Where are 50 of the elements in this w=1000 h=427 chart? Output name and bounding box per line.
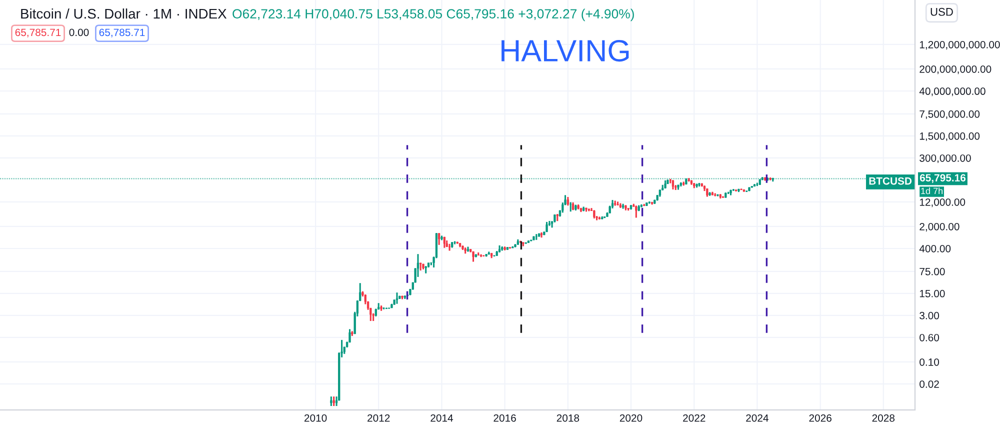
annotation: 65,785.71 [99, 28, 145, 38]
candlestick [422, 263, 424, 270]
x-tick-label: 2026 [809, 414, 832, 422]
x-tick-label: 2020 [620, 414, 642, 422]
y-tick-label: 1,500,000.00 [920, 132, 980, 142]
x-tick-label: 2012 [368, 414, 390, 422]
candlestick [546, 221, 548, 233]
ref-line-label: 65,795.16 [920, 174, 966, 183]
candlestick [443, 236, 446, 249]
annotation: BTCUSD [869, 177, 912, 185]
y-tick-label: 200,000,000.00 [920, 65, 992, 74]
candlestick [332, 396, 335, 407]
candlestick [466, 246, 470, 253]
y-tick-label: 7,500,000.00 [920, 110, 980, 120]
text: 1d 7h [921, 188, 943, 194]
x-tick-label: 2014 [430, 414, 454, 422]
candlestick [348, 328, 351, 344]
text: O62,723.14 H70,040.75 L53,458.05 C65,795.16 +3,072.27 (+4.90%) [232, 8, 634, 22]
y-tick-label: 12,000.00 [920, 198, 966, 208]
candlestick [570, 201, 572, 212]
y-tick-label: 2,000.00 [920, 222, 960, 232]
candlestick [438, 232, 440, 246]
candlestick [562, 202, 564, 214]
y-tick-label: 400.00 [919, 244, 951, 252]
y-tick-label: 0.02 [920, 380, 939, 388]
x-tick-label: 2024 [746, 414, 768, 422]
y-tick-label: 0.10 [920, 358, 940, 366]
annotation: HALVING [502, 40, 629, 62]
x-tick-label: 2028 [872, 414, 895, 422]
candlestick [330, 396, 332, 407]
y-tick-label: 300,000.00 [920, 154, 971, 164]
x-tick-label: 2018 [556, 414, 580, 422]
y-tick-label: 40,000,000.00 [919, 88, 986, 96]
chart-title: Bitcoin / U.S. Dollar · 1M · INDEX [21, 8, 227, 19]
candlestick [672, 179, 674, 190]
annotation: 0.00 [69, 28, 89, 36]
x-tick-label: 2016 [494, 414, 516, 422]
candlestick [472, 250, 474, 262]
y-tick-label: 15.00 [920, 290, 945, 298]
candlestick [635, 204, 638, 218]
y-tick-label: 3.00 [920, 312, 940, 320]
x-tick-label: 2022 [683, 414, 706, 422]
x-tick-label: 2010 [304, 414, 327, 422]
candlestick [396, 292, 398, 305]
y-tick-label: 0.60 [920, 334, 940, 342]
y-tick-label: 75.00 [920, 268, 945, 276]
y-tick-label: 1,200,000,000.00 [920, 40, 1000, 50]
candlestick [448, 243, 451, 252]
text: USD [930, 8, 953, 16]
annotation: 65,785.71 [15, 28, 61, 38]
